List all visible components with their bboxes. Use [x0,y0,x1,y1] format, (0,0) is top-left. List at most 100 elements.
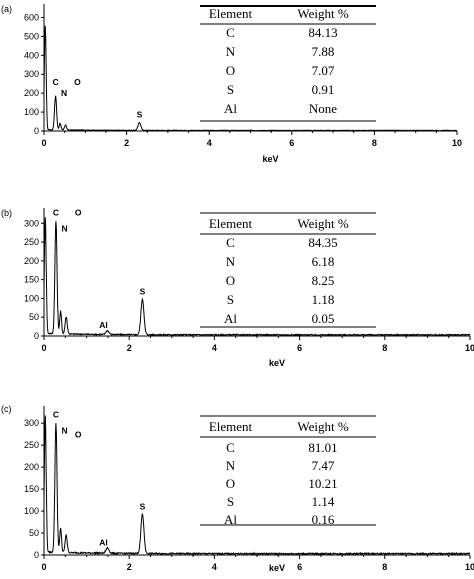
table-cell-weight: 7.07 [312,63,335,78]
x-axis-label: keV [269,563,285,573]
y-tick-label: 250 [24,440,39,450]
peak-label-o: O [75,207,82,217]
table-cell-element: Al [224,512,237,527]
x-tick-label: 8 [382,343,387,353]
y-tick-label: 0 [34,331,39,341]
panel-label: (c) [1,404,12,414]
y-tick-label: 0 [34,126,39,136]
peak-label-o: O [75,429,82,439]
table-cell-weight: 84.35 [308,235,337,250]
x-axis-label: keV [269,358,285,368]
y-tick-label: 50 [29,312,39,322]
table-cell-element: S [227,82,234,97]
table-cell-element: Al [224,311,237,326]
y-tick-label: 200 [24,88,39,98]
table-cell-element: O [226,63,235,78]
y-tick-label: 200 [24,256,39,266]
y-tick-label: 50 [29,528,39,538]
x-tick-label: 8 [382,562,387,572]
x-tick-label: 0 [41,562,46,572]
y-tick-label: 600 [24,12,39,22]
x-tick-label: 10 [465,562,474,572]
y-tick-label: 300 [24,418,39,428]
y-tick-label: 150 [24,484,39,494]
table-cell-weight: 84.13 [308,25,337,40]
table-cell-element: N [226,254,236,269]
peak-label-c: C [53,207,59,217]
x-tick-label: 2 [124,138,129,148]
y-tick-label: 100 [24,107,39,117]
y-tick-label: 150 [24,275,39,285]
y-tick-label: 100 [24,293,39,303]
peak-label-s: S [140,501,146,511]
x-tick-label: 2 [127,343,132,353]
table-cell-weight: 6.18 [312,254,335,269]
x-tick-label: 6 [297,343,302,353]
x-tick-label: 10 [452,138,462,148]
table-cell-weight: 0.91 [312,82,335,97]
table-cell-element: N [226,458,236,473]
peak-label-c: C [52,77,58,87]
table-header-weight: Weight % [297,216,348,231]
table-cell-element: Al [224,101,237,116]
x-tick-label: 10 [465,343,474,353]
x-tick-label: 4 [212,343,217,353]
table-cell-element: S [227,292,234,307]
spectrum-line [43,25,458,132]
table-cell-element: N [226,44,236,59]
peak-label-n: N [61,88,67,98]
table-cell-element: C [226,235,235,250]
x-tick-label: 8 [372,138,377,148]
table-cell-element: S [227,494,234,509]
peak-label-c: C [53,409,59,419]
table-cell-element: O [226,476,235,491]
table-cell-weight: 7.88 [312,44,335,59]
x-tick-label: 6 [297,562,302,572]
peak-label-s: S [140,286,146,296]
x-tick-label: 2 [127,562,132,572]
x-tick-label: 0 [41,138,46,148]
table-cell-weight: 0.05 [312,311,335,326]
table-cell-weight: 1.18 [312,292,335,307]
y-tick-label: 300 [24,69,39,79]
peak-label-n: N [62,223,68,233]
table-header-element: Element [209,216,253,231]
y-tick-label: 200 [24,462,39,472]
y-tick-label: 500 [24,31,39,41]
x-tick-label: 6 [289,138,294,148]
table-cell-element: C [226,25,235,40]
peak-label-o: O [74,77,81,87]
panel-label: (b) [1,208,12,218]
table-header-weight: Weight % [297,419,348,434]
y-tick-label: 400 [24,50,39,60]
table-header-element: Element [209,419,253,434]
table-cell-weight: None [309,101,337,116]
table-cell-weight: 1.14 [312,494,335,509]
panel-label: (a) [1,4,12,14]
table-cell-weight: 0.16 [312,512,335,527]
peak-label-n: N [62,425,68,435]
spectrum-line [43,415,471,556]
table-cell-weight: 81.01 [308,440,337,455]
peak-label-al: Al [99,320,108,330]
peak-label-al: Al [99,538,108,548]
table-cell-element: C [226,440,235,455]
table-cell-weight: 10.21 [308,476,337,491]
x-axis-label: keV [262,154,278,164]
x-tick-label: 4 [212,562,217,572]
table-header-element: Element [209,6,253,21]
spectrum-line [43,217,471,337]
x-tick-label: 4 [207,138,212,148]
table-cell-weight: 7.47 [312,458,335,473]
table-header-weight: Weight % [297,6,348,21]
y-tick-label: 100 [24,506,39,516]
peak-label-s: S [137,109,143,119]
y-tick-label: 0 [34,550,39,560]
y-tick-label: 250 [24,237,39,247]
table-cell-element: O [226,273,235,288]
y-tick-label: 300 [24,218,39,228]
